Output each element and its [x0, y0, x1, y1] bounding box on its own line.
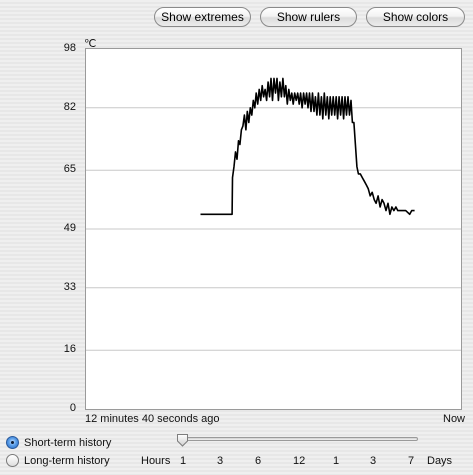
short-term-radio[interactable] — [6, 436, 19, 449]
y-tick-label: 16 — [63, 343, 76, 356]
scale-tick-label: 3 — [217, 455, 224, 467]
scale-tick-label: 1 — [180, 455, 187, 467]
y-tick-label: 0 — [69, 402, 76, 414]
temperature-chart — [85, 48, 462, 410]
y-tick-label: 82 — [63, 100, 76, 113]
long-term-label: Long-term history — [24, 454, 110, 467]
slider-thumb[interactable] — [176, 433, 189, 447]
scale-tick-label: 3 — [370, 455, 377, 467]
hours-label: Hours — [141, 455, 171, 467]
temperature-unit-label: ℃ — [84, 38, 97, 50]
temperature-series-line — [200, 77, 415, 216]
history-scale-slider[interactable] — [178, 437, 418, 441]
show-colors-button[interactable]: Show colors — [366, 7, 465, 27]
days-label: Days — [427, 455, 453, 467]
scale-tick-label: 7 — [408, 455, 415, 467]
short-term-label: Short-term history — [24, 436, 112, 449]
show-rulers-button[interactable]: Show rulers — [260, 7, 357, 27]
x-start-label: 12 minutes 40 seconds ago — [85, 413, 220, 425]
x-end-label: Now — [443, 413, 466, 425]
y-tick-label: 65 — [63, 163, 76, 176]
long-term-history-option[interactable]: Long-term history — [6, 454, 110, 467]
y-tick-label: 49 — [63, 222, 76, 234]
scale-tick-label: 1 — [333, 455, 340, 467]
scale-tick-label: 6 — [255, 455, 262, 467]
chart-canvas — [86, 77, 461, 351]
y-tick-label: 33 — [63, 280, 76, 293]
long-term-radio[interactable] — [6, 454, 19, 467]
scale-tick-label: 12 — [293, 455, 306, 467]
show-extremes-button[interactable]: Show extremes — [154, 7, 251, 27]
y-tick-label: 98 — [63, 42, 76, 54]
short-term-history-option[interactable]: Short-term history — [6, 436, 111, 449]
